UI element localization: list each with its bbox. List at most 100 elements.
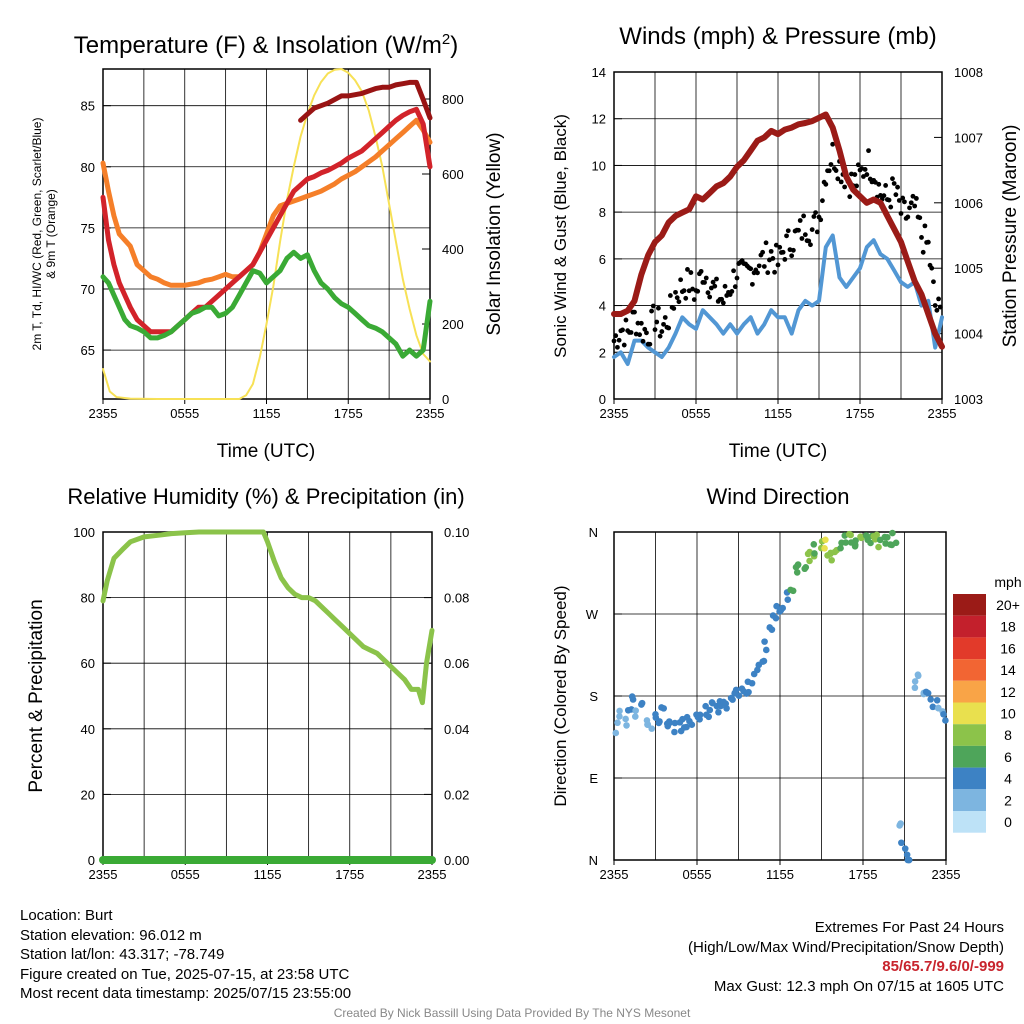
direction-point [857, 533, 864, 540]
temp-2m-line [100, 106, 433, 335]
gust-point [919, 235, 924, 240]
gust-point [681, 288, 687, 294]
gust-point [797, 218, 803, 223]
colorbar-level: 16 [1000, 640, 1016, 656]
direction-point [867, 539, 874, 547]
colorbar-swatch [953, 702, 986, 725]
gust-point [678, 277, 684, 283]
direction-point [702, 702, 709, 710]
wind-ytick-right-label: 1008 [954, 65, 983, 80]
direction-point [842, 539, 850, 546]
gust-point [818, 217, 824, 223]
temp-ylabel-right: Solar Insolation (Yellow) [484, 132, 505, 335]
gust-point [712, 283, 718, 289]
direction-point [628, 693, 636, 700]
gust-point [673, 289, 678, 295]
gust-point [674, 295, 680, 301]
direction-point [911, 684, 919, 692]
direction-point [924, 689, 932, 697]
rh-ytick-label: 0 [88, 853, 95, 868]
credit-line: Created By Nick Bassill Using Data Provi… [333, 1006, 691, 1020]
direction-point [896, 822, 903, 829]
direction-point [793, 569, 801, 576]
colorbar-level: 14 [1000, 662, 1016, 678]
gust-point [640, 338, 646, 344]
gust-point [912, 203, 918, 209]
wind-ytick-label: 12 [592, 112, 606, 127]
direction-point [622, 715, 629, 723]
gust-point [908, 200, 914, 206]
gust-point [628, 330, 634, 335]
temp-ytick-label: 70 [81, 282, 95, 297]
gust-point [775, 262, 781, 268]
gust-point [760, 249, 766, 255]
gust-point [789, 253, 795, 259]
rh-ytick-right-label: 0.02 [444, 787, 469, 802]
temp-xtick-label: 0555 [170, 406, 199, 421]
direction-point [810, 541, 818, 548]
direction-point [801, 565, 809, 573]
temp-xtick-label: 2355 [89, 406, 118, 421]
direction-point [794, 561, 802, 568]
wind-ytick-label: 8 [599, 205, 606, 220]
gust-point [866, 148, 871, 154]
gust-point [644, 330, 649, 336]
wind-xtick-label: 0555 [682, 406, 711, 421]
temp-xtick-label: 1755 [334, 406, 363, 421]
temp-ylabel-2: & 9m T (Orange) [44, 189, 58, 279]
direction-point [845, 530, 853, 538]
wind-xtick-label: 2355 [600, 406, 629, 421]
gust-point [649, 308, 654, 314]
colorbar-level: 4 [1004, 771, 1012, 787]
wind-ytick-label: 0 [599, 392, 606, 407]
rh-ytick-right-label: 0.08 [444, 591, 469, 606]
wind-ytick-label: 10 [592, 158, 606, 173]
wind-xtick-label: 2355 [928, 406, 957, 421]
direction-point [886, 541, 894, 548]
station-info: Location: Burt Station elevation: 96.012… [20, 906, 351, 1004]
extremes-subheading: (High/Low/Max Wind/Precipitation/Snow De… [688, 938, 1004, 956]
gust-point [656, 305, 661, 311]
direction-point [768, 626, 776, 633]
colorbar-level: 8 [1004, 727, 1012, 743]
direction-point [837, 544, 844, 552]
direction-point [898, 839, 905, 847]
gust-point [642, 326, 648, 332]
gust-point [654, 319, 660, 325]
temp-ytick-right-label: 600 [442, 167, 464, 182]
direction-point [905, 856, 913, 864]
gust-point [748, 266, 754, 272]
colorbar-level: 18 [1000, 619, 1016, 635]
temp-xtick-label: 1155 [253, 406, 281, 421]
direction-point [616, 713, 623, 720]
gust-point [616, 337, 622, 343]
gust-point [632, 309, 637, 315]
colorbar-swatch [953, 745, 986, 768]
gust-point [826, 168, 832, 174]
direction-point [940, 711, 947, 718]
wind-ytick-label: 6 [599, 252, 606, 267]
direction-point [655, 719, 663, 727]
direction-point [933, 696, 941, 704]
rh-ylabel-left: Percent & Precipitation [26, 599, 47, 792]
wind-grid [613, 72, 943, 399]
rh-line [100, 529, 435, 706]
gust-point [802, 232, 808, 238]
gust-point [796, 227, 801, 233]
wind-ylabel-left: Sonic Wind & Gust (Blue, Black) [551, 114, 570, 358]
direction-point [623, 722, 630, 729]
gust-point [893, 192, 899, 198]
gust-point [934, 307, 940, 313]
colorbar-swatch [953, 789, 986, 811]
rh-ytick-label: 20 [81, 787, 95, 802]
gust-point [847, 194, 853, 200]
rh-ytick-right-label: 0.04 [444, 722, 469, 737]
direction-point [745, 688, 752, 696]
direction-point [748, 679, 756, 687]
gust-point [755, 270, 760, 276]
gust-point [929, 265, 935, 271]
direction-point [666, 719, 673, 727]
gust-point [685, 267, 690, 272]
wind-speed-line [612, 233, 944, 366]
rh-ytick-right-label: 0.00 [444, 853, 469, 868]
